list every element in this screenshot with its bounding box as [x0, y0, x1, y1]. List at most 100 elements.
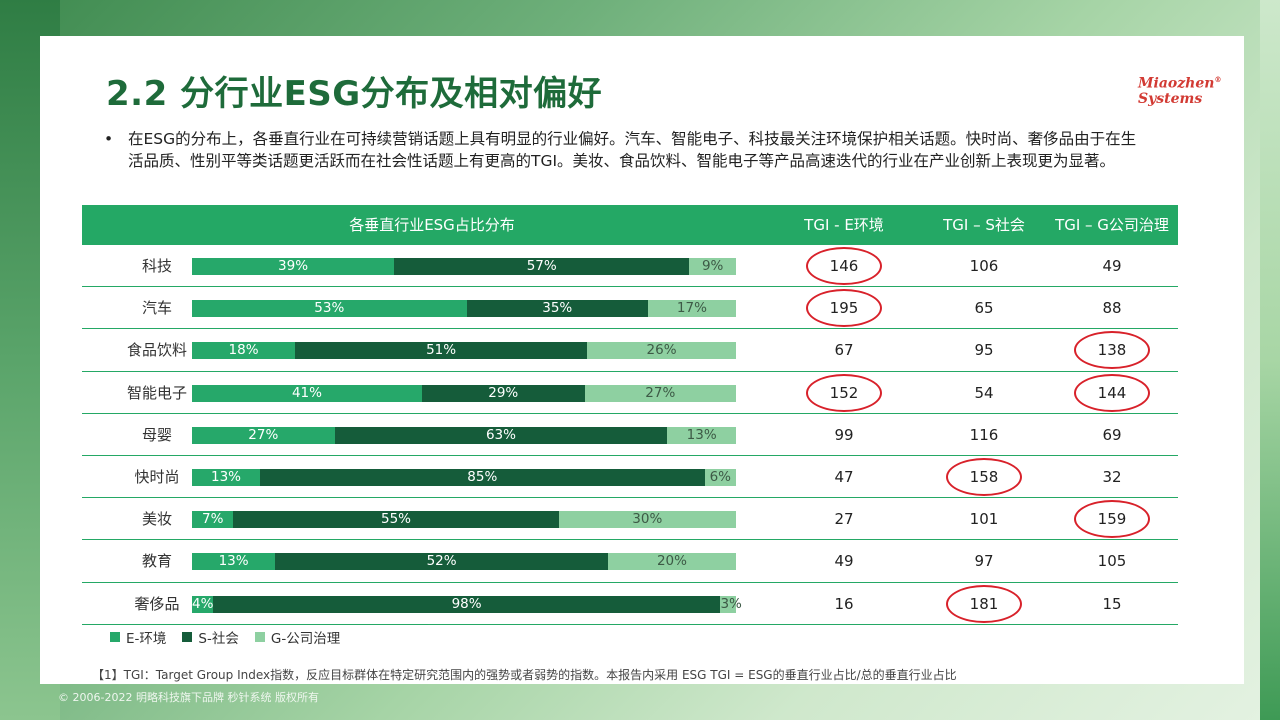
legend-swatch-icon	[110, 632, 120, 642]
stacked-bar: 53% 35% 17%	[192, 300, 736, 318]
table-row: 奢侈品 4% 98% 3% 16 181 15	[82, 583, 1178, 625]
copyright: © 2006-2022 明略科技旗下品牌 秒针系统 版权所有	[58, 691, 319, 704]
tgi-e-value: 49	[834, 552, 854, 571]
table-row: 美妆 7% 55% 30% 27 101 159	[82, 498, 1178, 541]
highlight-circle-icon	[1074, 331, 1150, 370]
bar-segment-e: 53%	[192, 300, 467, 318]
tgi-e-value: 146	[782, 245, 906, 287]
table-row: 母婴 27% 63% 13% 99 116 69	[82, 414, 1178, 456]
tgi-e-value: 27	[834, 510, 854, 529]
header-tgi-g: TGI – G公司治理	[1055, 216, 1169, 234]
tgi-g-value: 49	[1102, 257, 1122, 275]
highlight-circle-icon	[806, 373, 882, 412]
bar-segment-e: 18%	[192, 342, 296, 360]
table-row: 食品饮料 18% 51% 26% 67 95 138	[82, 329, 1178, 372]
bar-segment-e: 13%	[192, 553, 276, 571]
table-row: 教育 13% 52% 20% 49 97 105	[82, 540, 1178, 583]
tgi-s-value: 116	[969, 425, 999, 444]
bar-segment-g: 30%	[558, 511, 736, 529]
bar-segment-e: 39%	[192, 258, 395, 275]
bar-segment-g: 3%	[720, 595, 742, 613]
background-right-band	[1260, 0, 1280, 720]
legend-item-e: E-环境	[110, 627, 166, 647]
tgi-s-value: 158	[922, 456, 1046, 498]
miaozhen-logo: Miaozhen® Systems	[1138, 72, 1221, 107]
stacked-bar: 27% 63% 13%	[192, 426, 736, 444]
tgi-s-value: 97	[974, 552, 994, 571]
bar-segment-s: 98%	[212, 595, 721, 613]
table-row: 科技 39% 57% 9% 146 106 49	[82, 245, 1178, 288]
intro-paragraph: • 在ESG的分布上，各垂直行业在可持续营销话题上具有明显的行业偏好。汽车、智能…	[104, 128, 1144, 172]
footnote: 【1】TGI：Target Group Index指数，反应目标群体在特定研究范…	[92, 668, 957, 682]
bullet-icon: •	[104, 130, 114, 148]
highlight-circle-icon	[946, 584, 1022, 623]
highlight-circle-icon	[1074, 500, 1150, 539]
bar-segment-s: 57%	[394, 258, 690, 275]
stacked-bar: 7% 55% 30%	[192, 511, 736, 529]
logo-line-1: Miaozhen	[1138, 75, 1215, 92]
header-distribution: 各垂直行业ESG占比分布	[349, 216, 515, 234]
category-label: 汽车	[141, 299, 172, 318]
stacked-bar: 18% 51% 26%	[192, 342, 736, 360]
table-row: 汽车 53% 35% 17% 195 65 88	[82, 287, 1178, 330]
chart-legend: E-环境 S-社会 G-公司治理	[110, 627, 340, 647]
intro-text: 在ESG的分布上，各垂直行业在可持续营销话题上具有明显的行业偏好。汽车、智能电子…	[128, 130, 1137, 170]
bar-segment-e: 7%	[192, 511, 234, 529]
tgi-e-value: 16	[834, 594, 854, 613]
bar-segment-g: 6%	[704, 468, 736, 486]
legend-label: G-公司治理	[270, 631, 341, 647]
legend-item-g: G-公司治理	[254, 627, 341, 647]
bar-segment-s: 35%	[466, 300, 648, 318]
highlight-circle-icon	[806, 289, 882, 328]
bar-segment-g: 26%	[587, 342, 736, 360]
bar-segment-e: 4%	[192, 595, 214, 613]
category-label: 教育	[141, 552, 172, 571]
category-label: 食品饮料	[126, 341, 187, 360]
category-label: 美妆	[141, 510, 172, 529]
tgi-s-value: 65	[974, 299, 994, 318]
tgi-e-value: 47	[834, 467, 854, 486]
bar-segment-s: 63%	[334, 426, 668, 444]
bar-segment-s: 29%	[421, 384, 585, 402]
bar-segment-g: 17%	[647, 300, 736, 318]
tgi-g-value: 32	[1102, 467, 1122, 486]
category-label: 奢侈品	[134, 594, 180, 613]
bar-segment-s: 52%	[275, 553, 608, 571]
logo-line-2: Systems	[1138, 90, 1203, 107]
bar-segment-s: 85%	[260, 468, 705, 486]
category-label: 科技	[141, 257, 172, 275]
bar-segment-g: 20%	[607, 553, 736, 571]
tgi-g-value: 15	[1102, 594, 1122, 613]
stacked-bar: 4% 98% 3%	[192, 595, 742, 613]
legend-label: S-社会	[198, 631, 239, 647]
bar-segment-g: 9%	[689, 258, 736, 275]
header-tgi-s: TGI – S社会	[943, 216, 1025, 234]
tgi-g-value: 144	[1050, 372, 1174, 414]
tgi-e-value: 99	[834, 425, 854, 444]
legend-swatch-icon	[254, 632, 265, 642]
tgi-g-value: 159	[1050, 498, 1174, 540]
tgi-s-value: 101	[969, 510, 999, 529]
category-label: 母婴	[141, 425, 172, 444]
header-tgi-e: TGI - E环境	[804, 216, 884, 234]
logo-registered: ®	[1214, 75, 1222, 84]
bar-segment-e: 27%	[192, 426, 335, 444]
category-label: 智能电子	[126, 383, 187, 402]
table-header: 各垂直行业ESG占比分布 TGI - E环境 TGI – S社会 TGI – G…	[82, 205, 1178, 245]
category-label: 快时尚	[134, 467, 180, 486]
tgi-e-value: 195	[782, 287, 906, 329]
highlight-circle-icon	[946, 457, 1022, 496]
bar-segment-e: 13%	[192, 468, 260, 486]
slide-card	[40, 36, 1244, 684]
stacked-bar: 41% 29% 27%	[192, 384, 736, 402]
table-row: 快时尚 13% 85% 6% 47 158 32	[82, 456, 1178, 499]
legend-item-s: S-社会	[182, 627, 239, 647]
tgi-g-value: 138	[1050, 329, 1174, 371]
stacked-bar: 39% 57% 9%	[192, 258, 736, 275]
tgi-e-value: 152	[782, 372, 906, 414]
page-title: 2.2 分行业ESG分布及相对偏好	[106, 74, 603, 114]
legend-swatch-icon	[182, 632, 193, 642]
bar-segment-g: 27%	[584, 384, 736, 402]
highlight-circle-icon	[806, 247, 882, 285]
legend-label: E-环境	[126, 631, 167, 647]
